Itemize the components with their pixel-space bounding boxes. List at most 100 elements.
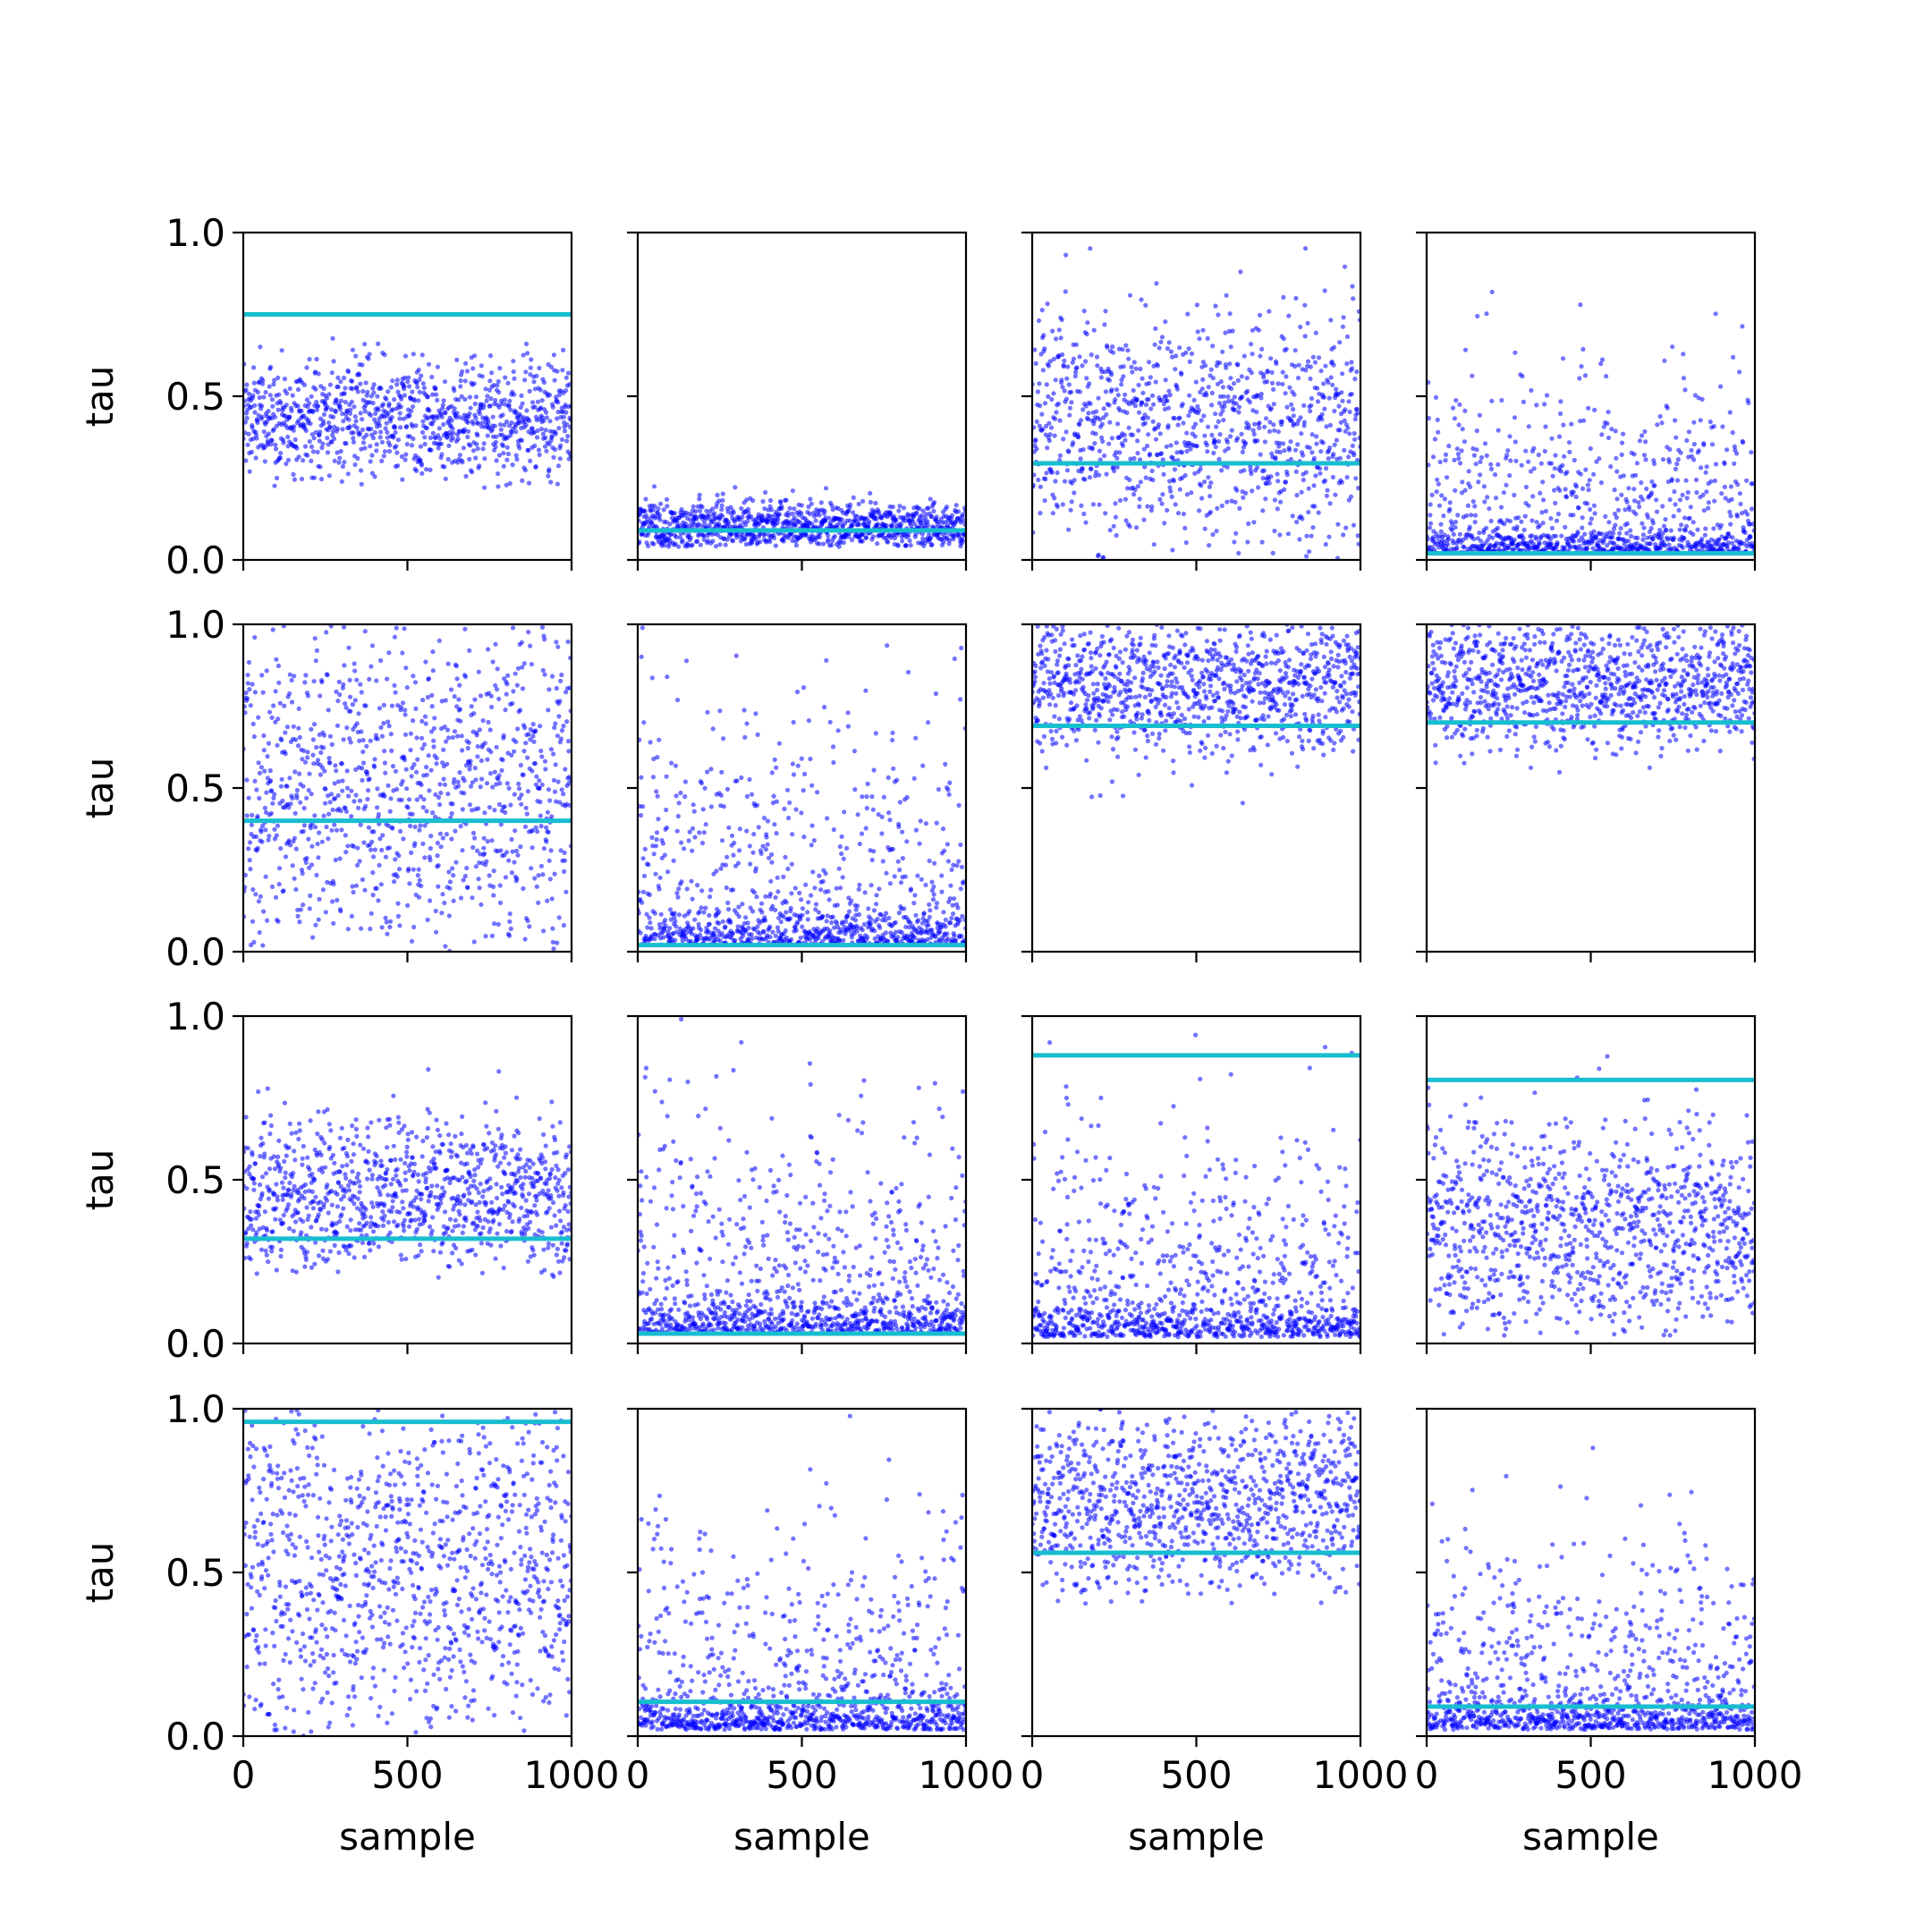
scatter-point [551,946,556,952]
scatter-point [313,825,318,830]
scatter-point [529,866,534,871]
scatter-point [1257,312,1263,318]
scatter-point [488,750,494,755]
scatter-point [493,397,498,403]
scatter-point [523,805,529,810]
scatter-point [647,524,652,530]
scatter-point [346,417,352,422]
scatter-point [314,648,319,654]
scatter-point [1281,441,1286,446]
scatter-point [1038,484,1043,489]
scatter-point [672,511,677,516]
scatter-point [513,828,518,834]
scatter-point [262,768,267,774]
scatter-point [1213,411,1218,417]
scatter-point [328,792,335,797]
scatter-point [310,408,316,413]
scatter-point [1588,507,1593,513]
scatter-point [545,809,551,815]
scatter-point [1429,492,1435,498]
scatter-point [1660,530,1665,536]
scatter-point [1590,546,1596,551]
scatter-point [411,718,416,724]
scatter-point [1142,420,1148,426]
scatter-point [307,865,312,870]
scatter-point [854,513,860,519]
scatter-point [537,365,542,371]
scatter-point [1691,442,1697,447]
scatter-point [259,839,265,844]
scatter-point [1485,495,1490,500]
scatter-point [1132,403,1138,409]
scatter-point [1348,494,1354,500]
scatter-point [1663,543,1668,548]
scatter-point [564,422,570,428]
scatter-point [1260,508,1266,513]
scatter-point [1660,457,1665,462]
scatter-point [1467,524,1472,530]
scatter-point [488,693,494,699]
scatter-point [297,734,302,741]
scatter-point [1038,403,1043,409]
scatter-point [1220,408,1225,413]
scatter-point [492,769,497,775]
scatter-point [1310,354,1316,360]
scatter-point [1175,511,1182,516]
scatter-point [552,871,557,877]
scatter-point [1547,537,1554,542]
scatter-point [409,774,414,779]
scatter-point [1233,499,1238,505]
scatter-point [763,489,768,496]
scatter-point [1560,356,1566,361]
scatter-point [1606,520,1612,525]
scatter-point [390,407,395,412]
scatter-point [1347,431,1352,436]
scatter-point [656,506,661,512]
scatter-point [445,761,450,767]
scatter-point [321,813,326,818]
scatter-point [318,464,323,470]
scatter-point [848,502,853,508]
scatter-point [1682,528,1688,533]
scatter-point [394,874,400,879]
scatter-point [475,446,480,452]
scatter-point [1225,394,1231,400]
scatter-point [698,542,703,547]
scatter-point [541,928,547,934]
scatter-point [1597,456,1602,462]
scatter-point [1224,439,1231,445]
scatter-point [243,387,249,393]
scatter-point [1499,397,1504,403]
scatter-point [335,384,341,390]
scatter-point [688,535,693,540]
scatter-point [1083,520,1089,525]
scatter-point [1298,415,1303,420]
scatter-point [509,420,514,426]
scatter-point [521,352,526,358]
scatter-point [1703,526,1708,531]
scatter-point [417,389,422,394]
scatter-point [567,382,572,387]
scatter-point [456,697,462,702]
scatter-point [384,919,389,925]
scatter-point [467,802,473,808]
scatter-point [522,824,529,829]
scatter-point [422,714,428,719]
scatter-point [1471,453,1477,458]
scatter-point [277,866,283,871]
panels-group: 0.00.51.0tau0.00.51.0tau0.00.51.0tau0.00… [78,211,1802,1859]
scatter-point [437,831,443,836]
scatter-point [338,448,343,454]
scatter-point [512,392,517,397]
scatter-point [318,750,324,756]
scatter-point [803,533,809,538]
scatter-point [1101,406,1106,411]
scatter-point [1576,538,1582,544]
scatter-point [1078,418,1084,423]
scatter-point [1057,453,1063,458]
scatter-point [792,515,797,521]
scatter-point [307,906,312,911]
scatter-point [545,898,550,903]
scatter-point [273,719,278,724]
scatter-point [1650,537,1656,542]
